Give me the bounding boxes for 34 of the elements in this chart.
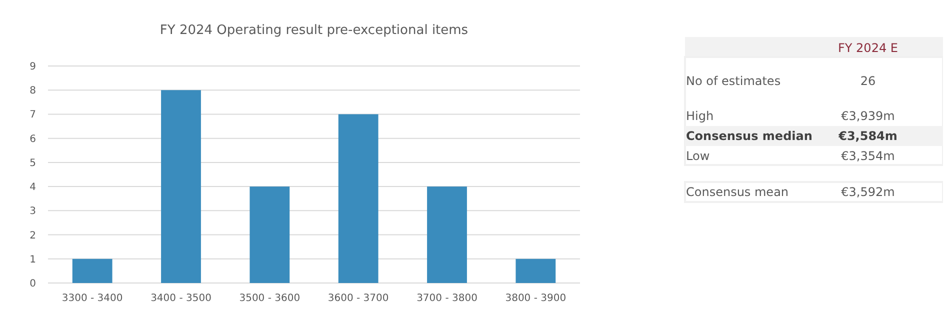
text: €3,354m <box>841 149 895 163</box>
text: High <box>686 109 714 123</box>
text: Consensus mean <box>686 185 789 199</box>
y-tick-label: 6 <box>30 134 36 145</box>
x-tick-label: 3700 - 3800 <box>416 293 478 304</box>
bar <box>72 258 112 283</box>
text: €3,584m <box>838 129 898 143</box>
y-tick-label: 2 <box>30 230 36 242</box>
text: 26 <box>860 74 876 88</box>
bar <box>250 186 290 283</box>
chart-title: FY 2024 Operating result pre-exceptional items <box>160 23 468 38</box>
y-tick-label: 8 <box>30 86 36 97</box>
text: Consensus median <box>686 129 812 143</box>
x-tick-label: 3500 - 3600 <box>239 293 300 304</box>
bar <box>161 90 201 283</box>
y-tick-label: 7 <box>30 110 36 121</box>
y-tick-label: 9 <box>30 62 36 72</box>
x-tick-label: 3600 - 3700 <box>328 293 389 304</box>
bar <box>516 258 556 283</box>
y-tick-label: 5 <box>30 158 36 169</box>
text: €3,939m <box>841 109 895 123</box>
text: FY 2024 E <box>838 41 898 55</box>
y-tick-label: 4 <box>30 182 36 194</box>
x-tick-label: 3300 - 3400 <box>62 293 123 304</box>
text: Low <box>686 149 710 163</box>
x-tick-label: 3800 - 3900 <box>505 293 566 304</box>
text: No of estimates <box>686 74 781 88</box>
text: €3,592m <box>841 185 895 199</box>
y-tick-label: 0 <box>30 278 36 290</box>
y-tick-label: 1 <box>30 254 36 266</box>
x-tick-label: 3400 - 3500 <box>150 293 212 304</box>
y-tick-label: 3 <box>30 206 36 218</box>
bar <box>427 186 467 283</box>
bar <box>338 114 378 283</box>
